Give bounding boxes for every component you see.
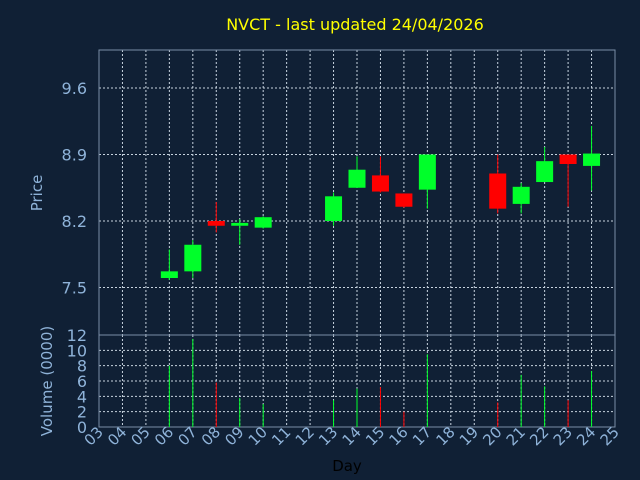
- candle-body: [559, 154, 577, 164]
- volume-tick-label: 2: [77, 403, 87, 422]
- volume-axis-label: Volume (0000): [38, 326, 56, 436]
- volume-tick-label: 0: [77, 418, 87, 437]
- candle-body: [371, 175, 389, 192]
- candle-body: [583, 153, 601, 166]
- volume-panel: 0246810120304050607080910111213141516171…: [67, 326, 623, 449]
- candle-body: [184, 244, 202, 272]
- candle-body: [418, 154, 436, 190]
- price-tick-label: 8.2: [62, 212, 87, 231]
- volume-tick-label: 4: [77, 387, 87, 406]
- price-panel: 7.5 8.2 8.9 9.6: [62, 49, 616, 336]
- candle-body: [348, 169, 366, 188]
- price-frame: [98, 49, 616, 336]
- candle-body: [325, 196, 343, 221]
- candle-body: [536, 161, 554, 183]
- volume-tick-label: 8: [77, 357, 87, 376]
- x-axis-label: Day: [332, 457, 362, 475]
- volume-tick-label: 10: [67, 341, 87, 360]
- price-tick-label: 8.9: [62, 146, 87, 165]
- candle-body: [231, 222, 249, 226]
- price-tick-label: 7.5: [62, 279, 87, 298]
- chart-title: NVCT - last updated 24/04/2026: [226, 15, 484, 34]
- price-tick-label: 9.6: [62, 79, 87, 98]
- candle-body: [395, 193, 413, 207]
- candle-body: [160, 271, 178, 278]
- volume-tick-label: 12: [67, 326, 87, 345]
- price-axis-label: Price: [28, 175, 46, 212]
- volume-tick-label: 6: [77, 372, 87, 391]
- candle-body: [254, 217, 272, 228]
- candle-body: [207, 221, 225, 226]
- candle-body: [489, 173, 507, 209]
- candle-body: [512, 186, 530, 204]
